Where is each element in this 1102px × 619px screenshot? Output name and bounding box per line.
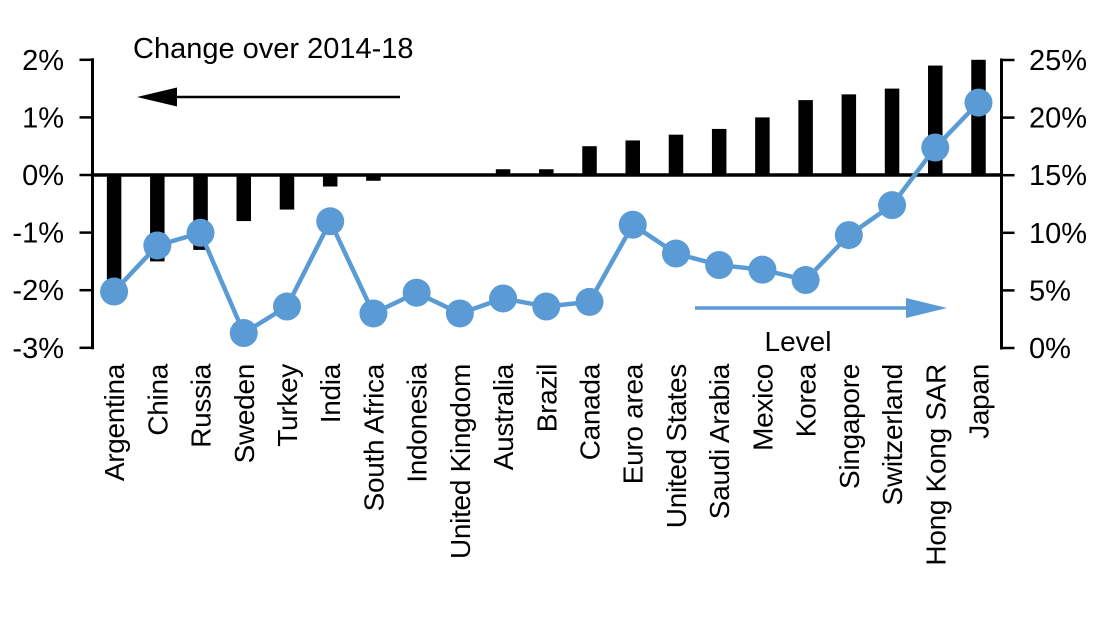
level-marker-turkey	[272, 292, 301, 321]
x-axis-label-australia: Australia	[488, 363, 519, 470]
level-marker-korea	[791, 266, 820, 295]
right-axis-label-2: 15%	[1029, 160, 1087, 192]
right-axis-label-4: 5%	[1029, 275, 1071, 307]
axis-labels: 2% 1% 0% -1% -2% -3% 25% 20% 15% 10% 5% 0% Argentina…	[12, 45, 1087, 566]
left-axis-label-3: -1%	[12, 218, 64, 250]
right-axis-label-0: 25%	[1029, 45, 1087, 77]
left-axis-label-0: 2%	[22, 45, 64, 77]
level-marker-argentina	[100, 277, 129, 306]
bar-united-states	[668, 134, 684, 175]
bar-series	[106, 59, 986, 291]
level-marker-japan	[964, 88, 993, 117]
level-marker-saudi-arabia	[705, 251, 734, 280]
x-axis-label-russia: Russia	[186, 363, 217, 448]
level-marker-united-states	[661, 239, 690, 268]
x-axis-label-china: China	[142, 363, 173, 435]
bar-saudi-arabia	[711, 128, 727, 175]
left-axis-label-5: -3%	[12, 333, 64, 365]
level-marker-china	[143, 231, 172, 260]
level-marker-singapore	[834, 221, 863, 250]
x-axis-label-canada: Canada	[575, 363, 606, 460]
line-series-arrow-right-icon	[695, 298, 947, 318]
bar-argentina	[106, 175, 122, 291]
x-axis-label-argentina: Argentina	[99, 363, 130, 481]
bar-euro-area	[625, 140, 640, 175]
level-marker-switzerland	[878, 191, 907, 220]
x-axis-label-japan: Japan	[964, 364, 995, 439]
x-axis-label-euro-area: Euro area	[618, 363, 649, 484]
x-axis-label-saudi-arabia: Saudi Arabia	[704, 363, 735, 519]
x-axis-label-korea: Korea	[791, 363, 822, 437]
bar-switzerland	[884, 88, 900, 175]
bar-canada	[582, 146, 597, 175]
bar-australia	[495, 169, 511, 175]
bar-series-arrow-left-icon	[137, 87, 400, 107]
bar-sweden	[236, 175, 252, 222]
bar-south-africa	[366, 175, 381, 181]
bar-japan	[971, 59, 986, 175]
x-axis-label-south-africa: South Africa	[358, 363, 389, 511]
level-marker-euro-area	[618, 210, 647, 239]
x-axis-label-brazil: Brazil	[531, 364, 562, 432]
x-axis-label-mexico: Mexico	[747, 364, 778, 451]
level-marker-sweden	[229, 319, 258, 348]
left-axis-label-2: 0%	[22, 160, 64, 192]
x-axis-label-switzerland: Switzerland	[877, 364, 908, 505]
x-axis-label-indonesia: Indonesia	[402, 363, 433, 482]
x-axis-label-united-kingdom: United Kingdom	[445, 364, 476, 559]
line-series	[100, 88, 993, 348]
bar-singapore	[841, 94, 857, 175]
level-marker-india	[316, 207, 345, 236]
right-axis-label-3: 10%	[1029, 218, 1087, 250]
axes	[79, 58, 1015, 350]
level-marker-south-africa	[359, 299, 388, 328]
bar-mexico	[755, 117, 770, 175]
bar-korea	[798, 100, 813, 175]
line-series-annotation: Level	[765, 326, 832, 357]
x-axis-label-india: India	[315, 363, 346, 423]
left-axis-label-1: 1%	[22, 102, 64, 134]
level-marker-hong-kong-sar	[921, 133, 950, 162]
right-axis-label-1: 20%	[1029, 103, 1087, 135]
bar-turkey	[279, 175, 295, 210]
x-axis-label-hong-kong-sar: Hong Kong SAR	[920, 364, 951, 566]
level-marker-russia	[186, 218, 215, 247]
x-axis-label-singapore: Singapore	[834, 364, 865, 489]
right-axis-label-5: 0%	[1029, 333, 1071, 365]
x-axis-label-sweden: Sweden	[229, 364, 260, 463]
bar-brazil	[539, 169, 554, 175]
bar-india	[322, 175, 338, 187]
level-marker-canada	[575, 287, 604, 316]
x-axis-label-united-states: United States	[661, 364, 692, 528]
x-axis-label-turkey: Turkey	[272, 364, 303, 447]
left-axis-label-4: -2%	[12, 275, 64, 307]
level-marker-australia	[489, 284, 518, 313]
level-marker-brazil	[532, 292, 561, 321]
level-marker-mexico	[748, 255, 777, 284]
level-marker-indonesia	[402, 278, 431, 307]
bar-series-annotation: Change over 2014-18	[133, 33, 414, 65]
level-marker-united-kingdom	[445, 299, 474, 328]
